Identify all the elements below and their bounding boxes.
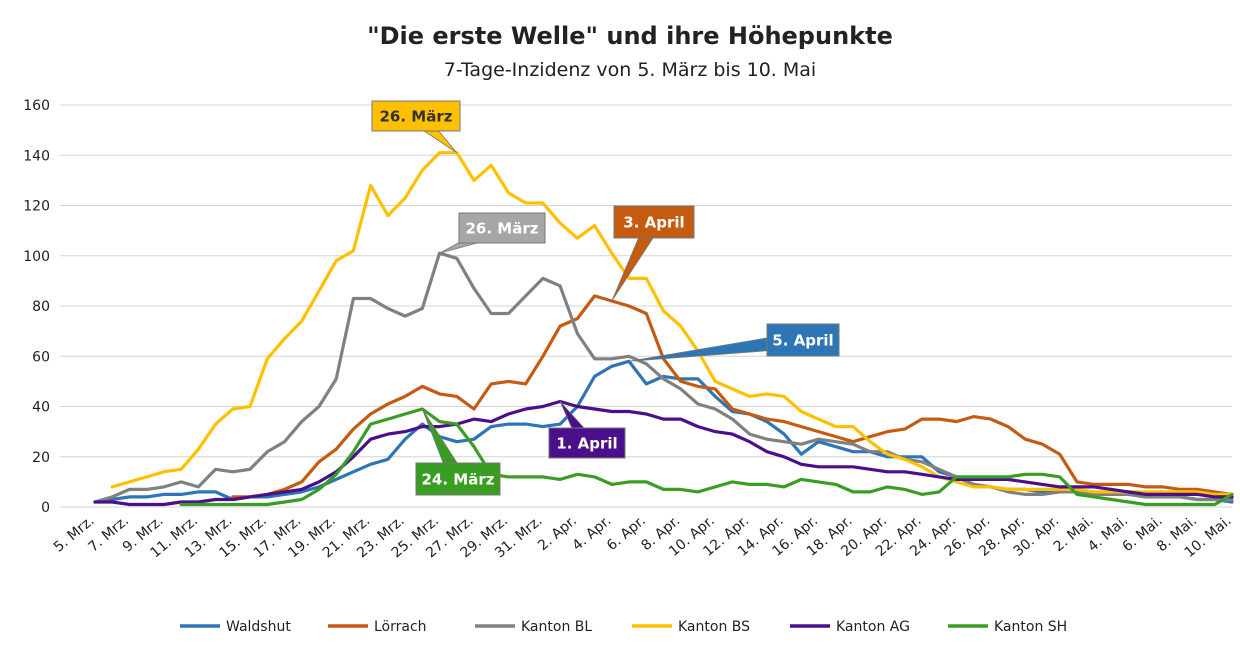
callout-label: 26. März: [380, 108, 453, 126]
callout-box: [548, 427, 626, 459]
legend-label: Kanton SH: [994, 619, 1067, 635]
y-tick-label: 0: [41, 500, 50, 516]
callout: 5. April: [628, 323, 840, 362]
y-tick-label: 60: [32, 349, 50, 365]
series-line-waldshut: [93, 359, 1234, 504]
legend-label: Kanton AG: [836, 619, 910, 635]
legend-label: Lörrach: [374, 619, 427, 635]
legend: Waldshut Lörrach Kanton BL Kanton BS Kanton …: [180, 619, 1067, 635]
legend-item: Kanton BS: [632, 619, 750, 635]
callout-label: 24. März: [422, 471, 495, 489]
callout-label: 1. April: [556, 435, 617, 453]
series-line-kanton-bl: [93, 251, 1234, 504]
callout-box: [766, 323, 840, 357]
callouts: 26. März 26. März 3. April 5. April 1. April…: [371, 100, 840, 496]
legend-label: Kanton BS: [678, 619, 750, 635]
legend-item: Kanton BL: [475, 619, 592, 635]
y-tick-label: 160: [23, 98, 50, 114]
legend-item: Kanton AG: [790, 619, 910, 635]
y-tick-label: 140: [23, 148, 50, 164]
series-lines: [93, 151, 1234, 507]
y-axis: 0 20 40 60 80 100 120 140 160: [23, 98, 50, 516]
callout-box: [371, 100, 461, 132]
legend-item: Lörrach: [328, 619, 427, 635]
y-tick-label: 120: [23, 199, 50, 215]
callout-box: [613, 205, 695, 239]
callout: 3. April: [611, 205, 695, 302]
callout-label: 26. März: [466, 220, 539, 238]
callout-label: 5. April: [772, 332, 833, 350]
legend-label: Kanton BL: [521, 619, 592, 635]
callout-box: [415, 462, 501, 496]
gridlines: [60, 104, 1232, 508]
x-axis: 5. Mrz.7. Mrz.9. Mrz.11. Mrz.13. Mrz.15.…: [51, 513, 1235, 561]
callout: 26. März: [371, 100, 461, 154]
chart-title: "Die erste Welle" und ihre Höhepunkte: [367, 22, 893, 50]
callout: 26. März: [439, 212, 546, 254]
series-line-kanton-ag: [93, 399, 1234, 507]
y-tick-label: 20: [32, 450, 50, 466]
series-line-kanton-sh: [179, 407, 1234, 507]
x-tick-label: 4. Apr.: [569, 513, 614, 554]
y-tick-label: 100: [23, 249, 50, 265]
series-line-kanton-bs: [110, 151, 1234, 496]
callout-box: [458, 212, 546, 244]
x-tick-label: 2. Apr.: [535, 513, 580, 554]
callout: 1. April: [548, 401, 626, 459]
callout: 24. März: [415, 408, 501, 496]
legend-item: Kanton SH: [948, 619, 1067, 635]
series-line-l-rrach: [231, 294, 1234, 499]
y-tick-label: 40: [32, 400, 50, 416]
legend-item: Waldshut: [180, 619, 291, 635]
callout-label: 3. April: [623, 214, 684, 232]
x-tick-label: 6. Apr.: [604, 513, 649, 554]
y-tick-label: 80: [32, 299, 50, 315]
chart-subtitle: 7-Tage-Inzidenz von 5. März bis 10. Mai: [444, 59, 816, 81]
legend-label: Waldshut: [226, 619, 291, 635]
